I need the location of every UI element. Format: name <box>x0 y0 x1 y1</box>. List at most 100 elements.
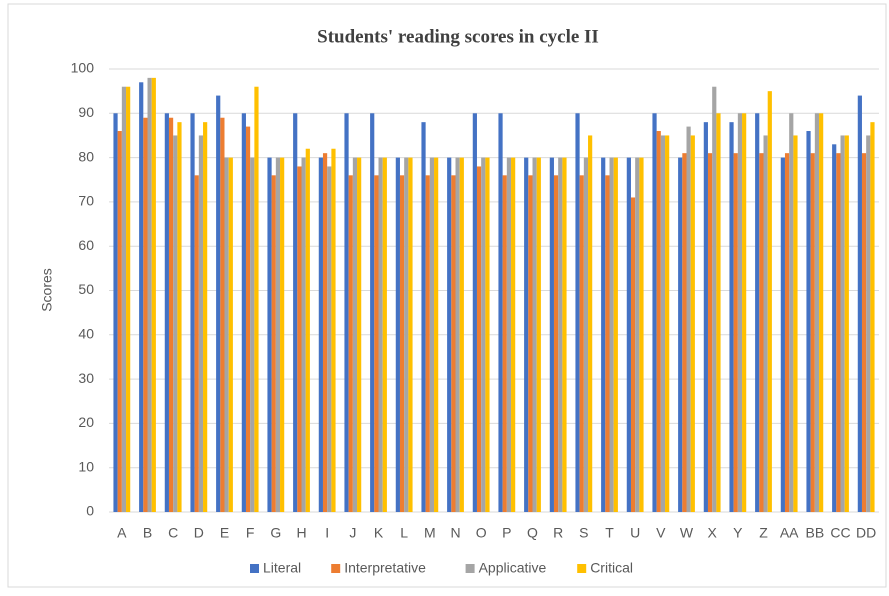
bar <box>536 157 541 512</box>
x-tick-label: Y <box>733 525 743 541</box>
x-tick-label: AA <box>780 525 799 541</box>
x-tick-label: K <box>374 525 384 541</box>
bar <box>117 131 122 512</box>
bar <box>511 157 516 512</box>
x-tick-label: H <box>296 525 306 541</box>
y-tick-label: 90 <box>78 104 94 120</box>
bar <box>707 153 713 513</box>
y-tick-label: 30 <box>78 370 94 386</box>
bar <box>733 153 738 513</box>
x-tick-label: I <box>325 525 329 541</box>
y-tick-label: 40 <box>78 326 94 342</box>
bar <box>322 153 328 513</box>
bar <box>254 86 259 512</box>
bar <box>476 166 482 512</box>
bar <box>814 113 820 513</box>
bar <box>271 175 276 512</box>
bar <box>789 113 794 513</box>
x-tick-label: BB <box>805 525 824 541</box>
bar <box>151 77 156 513</box>
bar <box>870 122 875 512</box>
bar <box>656 131 661 512</box>
bar <box>267 157 272 512</box>
bar <box>297 166 302 512</box>
bar <box>451 175 456 512</box>
bar <box>601 157 606 512</box>
legend-swatch <box>331 564 341 573</box>
legend-label: Applicative <box>479 560 547 576</box>
bar <box>485 157 490 512</box>
bar <box>220 117 225 512</box>
x-tick-label: G <box>270 525 281 541</box>
bar <box>139 82 144 512</box>
bar <box>575 113 580 513</box>
x-tick-label: Z <box>759 525 768 541</box>
x-tick-label: CC <box>830 525 850 541</box>
bar <box>712 86 717 512</box>
bar <box>861 153 867 513</box>
bar <box>579 175 584 512</box>
x-tick-label: R <box>553 525 563 541</box>
legend-label: Literal <box>263 560 301 576</box>
bar <box>840 135 845 512</box>
x-tick-label: D <box>194 525 204 541</box>
bar <box>682 153 687 513</box>
y-tick-label: 80 <box>78 148 94 164</box>
x-tick-label: O <box>476 525 487 541</box>
legend-swatch <box>250 564 259 573</box>
bar <box>198 135 204 512</box>
bar <box>327 166 332 512</box>
legend-swatch <box>465 564 475 573</box>
bar <box>819 113 824 513</box>
bar <box>763 135 768 512</box>
y-tick-label: 10 <box>78 458 94 474</box>
bar <box>228 157 233 512</box>
bar <box>686 126 691 512</box>
bar <box>275 157 281 512</box>
bar <box>203 122 208 512</box>
bar <box>113 113 118 513</box>
bar <box>528 175 533 512</box>
bar <box>583 157 589 512</box>
bar <box>429 157 435 512</box>
x-tick-label: P <box>502 525 511 541</box>
bar <box>293 113 298 513</box>
bar <box>224 157 229 512</box>
x-tick-label: A <box>117 525 127 541</box>
bar <box>562 157 567 512</box>
bar <box>767 91 772 513</box>
bar <box>399 175 405 512</box>
bar <box>301 157 306 512</box>
bar <box>759 153 764 513</box>
bar <box>245 126 251 512</box>
y-tick-label: 60 <box>78 237 94 253</box>
bar <box>344 113 349 513</box>
bar <box>605 175 610 512</box>
bar <box>374 175 379 512</box>
x-tick-label: N <box>450 525 460 541</box>
bar <box>168 117 174 512</box>
bar <box>793 135 798 512</box>
bar <box>639 157 644 512</box>
bar <box>348 175 353 512</box>
bar <box>810 153 815 513</box>
bar <box>331 148 336 513</box>
y-tick-label: 20 <box>78 414 94 430</box>
bar <box>481 157 486 512</box>
x-tick-label: M <box>424 525 436 541</box>
bar <box>177 122 182 512</box>
bar <box>780 157 785 512</box>
bar <box>652 113 657 513</box>
y-tick-label: 50 <box>78 281 94 297</box>
y-tick-label: 0 <box>86 503 94 519</box>
bar <box>737 113 743 513</box>
x-tick-label: W <box>680 525 694 541</box>
bar <box>194 175 199 512</box>
bar <box>280 157 285 512</box>
bar <box>250 157 255 512</box>
bar <box>549 157 554 512</box>
bar <box>395 157 400 512</box>
x-tick-label: X <box>707 525 717 541</box>
bar <box>588 135 593 512</box>
